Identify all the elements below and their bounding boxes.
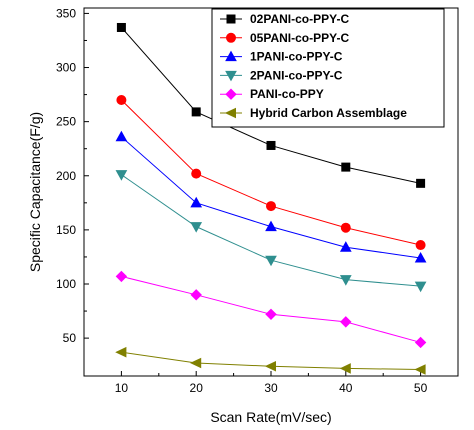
legend-label: 02PANI-co-PPY-C <box>250 12 349 26</box>
series-3 <box>115 170 427 293</box>
legend-label: PANI-co-PPY <box>250 87 324 101</box>
y-tick-label: 150 <box>56 223 76 237</box>
data-point <box>340 222 351 233</box>
data-point <box>414 364 426 375</box>
data-point <box>415 240 426 251</box>
ticks-layer: 10 20 30 40 50 50 100 150 200 250 300 350 <box>56 6 428 395</box>
legend-entry: 1PANI-co-PPY-C <box>220 50 343 64</box>
data-point <box>339 275 352 286</box>
series-2 <box>115 130 427 263</box>
data-point <box>265 308 277 321</box>
legend-entry: 2PANI-co-PPY-C <box>220 68 343 82</box>
x-tick-label: 20 <box>190 381 204 395</box>
y-tick-label: 250 <box>56 115 76 129</box>
series-5 <box>115 346 426 375</box>
data-point <box>414 336 427 349</box>
x-tick-label: 10 <box>115 381 129 395</box>
data-point <box>115 270 128 283</box>
data-point <box>115 346 127 358</box>
legend-marker <box>226 32 236 43</box>
data-point <box>116 95 127 105</box>
x-tick-label: 40 <box>339 381 353 395</box>
legend-entry: PANI-co-PPY <box>220 87 324 101</box>
legend-label: 2PANI-co-PPY-C <box>250 68 343 82</box>
y-tick-label: 350 <box>56 6 76 20</box>
y-tick-label: 200 <box>56 169 76 183</box>
series-1 <box>116 95 426 251</box>
legend-marker <box>225 88 237 100</box>
y-tick-label: 300 <box>56 61 76 75</box>
legend: 02PANI-co-PPY-C 05PANI-co-PPY-C 1PANI-co-P… <box>211 8 445 128</box>
x-tick-label: 50 <box>414 381 428 395</box>
data-point <box>339 363 351 374</box>
y-axis-title: Specific Capacitance(F/g) <box>27 112 43 272</box>
legend-entry: 05PANI-co-PPY-C <box>220 31 349 45</box>
data-point <box>416 178 426 188</box>
x-tick-label: 30 <box>264 381 278 395</box>
legend-label: 1PANI-co-PPY-C <box>250 50 343 64</box>
legend-box <box>211 8 445 128</box>
series-0 <box>116 22 426 188</box>
data-point <box>341 162 351 172</box>
legend-label: 05PANI-co-PPY-C <box>250 31 349 45</box>
legend-marker <box>224 107 236 119</box>
data-point <box>339 241 352 252</box>
data-point <box>266 201 276 212</box>
data-point <box>414 251 427 263</box>
x-axis-title: Scan Rate(mV/sec) <box>210 409 331 425</box>
legend-entry: Hybrid Carbon Assemblage <box>220 106 407 120</box>
series-line <box>121 136 421 259</box>
data-point <box>264 360 276 372</box>
series-layer <box>115 22 427 375</box>
data-point <box>191 168 202 179</box>
data-point <box>340 316 352 328</box>
data-point <box>190 196 203 208</box>
data-point <box>414 281 427 293</box>
legend-marker <box>225 50 237 62</box>
data-point <box>265 255 277 267</box>
legend-marker <box>226 14 236 24</box>
data-point <box>190 289 202 301</box>
data-point <box>116 22 126 32</box>
data-point <box>190 357 202 369</box>
y-tick-label: 50 <box>63 331 77 345</box>
legend-label: Hybrid Carbon Assemblage <box>250 106 407 120</box>
data-point <box>266 140 276 150</box>
data-point <box>265 220 277 232</box>
legend-marker <box>225 70 237 82</box>
legend-entry: 02PANI-co-PPY-C <box>220 12 349 26</box>
series-4 <box>115 270 427 349</box>
data-point <box>191 107 201 117</box>
data-point <box>190 222 203 233</box>
data-point <box>115 130 128 142</box>
y-tick-label: 100 <box>56 277 76 291</box>
data-point <box>115 170 128 181</box>
